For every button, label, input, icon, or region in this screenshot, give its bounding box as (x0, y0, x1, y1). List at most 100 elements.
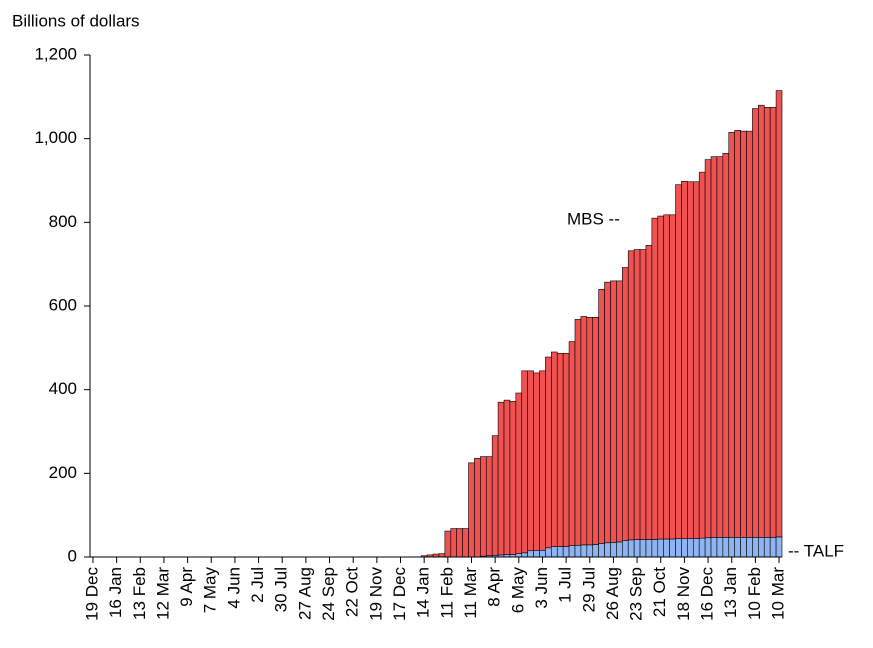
bar-segment (698, 537, 706, 558)
x-tick-label: 27 Aug (295, 567, 314, 620)
bar-segment (450, 528, 458, 558)
bar-segment (633, 539, 641, 558)
bar-segment (740, 537, 747, 558)
bar-segment (734, 537, 741, 558)
bar-segment (740, 130, 747, 538)
bar-segment (568, 545, 576, 558)
bar-segment (622, 540, 629, 558)
bar-segment (480, 456, 487, 557)
y-tick-label: 1,200 (34, 44, 77, 63)
x-tick-label: 2 Jul (248, 567, 267, 603)
bar-segment (574, 319, 582, 546)
x-tick-label: 11 Mar (461, 567, 480, 619)
bar-segment (752, 108, 759, 538)
x-tick-label: 17 Dec (390, 567, 409, 621)
bar-segment (657, 538, 665, 558)
bar-segment (527, 550, 534, 558)
y-tick-label: 1,000 (34, 128, 77, 147)
bar-segment (592, 544, 599, 558)
x-tick-label: 14 Jan (414, 567, 433, 618)
bar-segment (728, 537, 735, 558)
bar-segment (639, 539, 647, 558)
bar-segment (734, 130, 741, 538)
x-tick-label: 30 Jul (272, 567, 291, 612)
bar-segment (551, 351, 558, 547)
x-tick-label: 10 Feb (745, 567, 764, 620)
x-tick-label: 29 Jul (579, 567, 598, 612)
bar-segment (527, 370, 534, 552)
bar-segment (651, 217, 659, 540)
x-tick-label: 1 Jul (556, 567, 575, 603)
bar-segment (710, 537, 718, 558)
bar-segment (616, 541, 623, 558)
bar-segment (598, 288, 605, 544)
bar-segment (698, 171, 706, 539)
bar-segment (586, 544, 594, 558)
bar-segment (752, 537, 759, 558)
bar-segment (456, 528, 463, 558)
bar-segment (769, 106, 777, 538)
bar-segment (663, 214, 670, 540)
bar-segment (521, 552, 528, 558)
x-tick-label: 13 Feb (130, 567, 149, 620)
bar-segment (556, 352, 564, 547)
x-tick-label: 23 Sep (627, 567, 646, 621)
x-tick-label: 11 Feb (437, 567, 456, 619)
bar-segment (610, 280, 617, 543)
bar-segment (722, 537, 730, 558)
bar-segment (758, 104, 765, 538)
x-tick-label: 19 Dec (82, 567, 101, 621)
x-tick-label: 16 Jan (106, 567, 125, 618)
x-tick-label: 21 Oct (650, 567, 669, 617)
x-tick-label: 18 Nov (674, 567, 693, 621)
x-tick-label: 9 Apr (177, 567, 196, 607)
bar-segment (728, 132, 735, 538)
bar-segment (627, 539, 635, 558)
bar-segment (551, 546, 558, 558)
y-tick-label: 0 (68, 546, 77, 565)
bar-segment (521, 370, 528, 554)
bar-segment (491, 435, 499, 556)
bar-segment (610, 542, 617, 558)
bar-segment (763, 106, 771, 538)
x-tick-label: 16 Dec (698, 567, 717, 621)
x-tick-label: 4 Jun (224, 567, 243, 609)
bar-segment (468, 462, 475, 558)
bar-segment (539, 550, 546, 558)
x-tick-label: 6 May (508, 567, 527, 614)
bar-segment (722, 153, 730, 538)
bar-segment (485, 456, 493, 557)
bar-segment (545, 547, 552, 558)
bar-segment (503, 399, 511, 555)
bar-segment (633, 249, 641, 540)
x-tick-label: 19 Nov (366, 567, 385, 621)
y-tick-label: 800 (49, 212, 77, 231)
y-axis-label: Billions of dollars (12, 11, 140, 30)
bar-segment (758, 537, 765, 558)
bar-segment (474, 457, 481, 558)
bar-segment (775, 90, 783, 538)
bar-segment (580, 544, 588, 558)
bar-segment (556, 546, 564, 558)
bar-segment (692, 181, 700, 539)
bar-segment (515, 392, 523, 554)
bar-segment (651, 539, 659, 558)
x-tick-label: 3 Jun (532, 567, 551, 609)
bar-segment (539, 370, 546, 551)
bar-segment (704, 537, 712, 558)
bar-segment (592, 316, 599, 545)
bar-segment (622, 267, 629, 541)
bar-segment (716, 537, 724, 558)
x-tick-label: 10 Mar (769, 567, 788, 620)
bar-segment (627, 250, 635, 541)
bar-segment (746, 130, 753, 538)
bar-segment (710, 156, 718, 538)
bar-segment (645, 539, 653, 558)
bar-segment (763, 537, 771, 558)
y-tick-label: 200 (49, 463, 77, 482)
bar-segment (562, 546, 570, 558)
y-tick-label: 400 (49, 379, 77, 398)
bar-segment (675, 184, 682, 539)
x-tick-label: 24 Sep (319, 567, 338, 621)
